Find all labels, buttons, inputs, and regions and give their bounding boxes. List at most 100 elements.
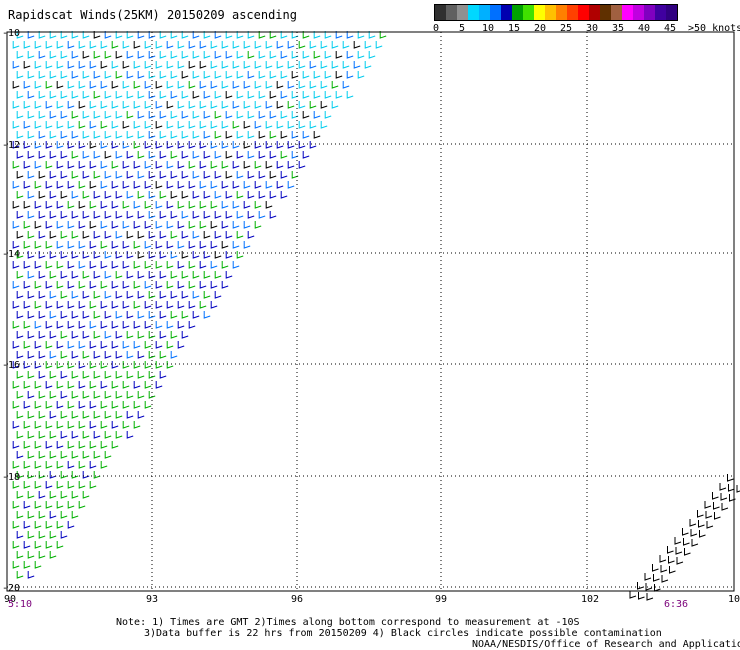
wind-barb bbox=[93, 351, 101, 359]
wind-barb bbox=[298, 41, 306, 49]
wind-barb bbox=[177, 341, 185, 349]
wind-barb bbox=[38, 111, 46, 119]
wind-barb bbox=[181, 31, 189, 39]
wind-barb bbox=[78, 61, 86, 69]
wind-barb bbox=[199, 181, 207, 189]
wind-barb bbox=[159, 311, 167, 319]
wind-barb bbox=[45, 401, 53, 409]
wind-barb bbox=[27, 551, 35, 559]
wind-barb bbox=[203, 211, 211, 219]
wind-barb bbox=[100, 461, 108, 469]
wind-barb bbox=[12, 41, 20, 49]
wind-barb bbox=[27, 231, 35, 239]
wind-barb bbox=[23, 201, 31, 209]
wind-barb bbox=[12, 421, 20, 429]
wind-barb bbox=[49, 391, 57, 399]
wind-barb bbox=[122, 381, 130, 389]
wind-barb bbox=[23, 401, 31, 409]
wind-barb bbox=[49, 211, 57, 219]
wind-barb bbox=[137, 31, 145, 39]
wind-barb bbox=[221, 41, 229, 49]
wind-barb bbox=[16, 311, 24, 319]
wind-barb bbox=[115, 191, 123, 199]
wind-barb bbox=[78, 421, 86, 429]
wind-barb bbox=[111, 321, 119, 329]
wind-barb bbox=[269, 131, 277, 139]
legend-swatch bbox=[479, 5, 490, 20]
wind-barb bbox=[254, 121, 262, 129]
wind-barb bbox=[115, 411, 123, 419]
wind-barb bbox=[243, 141, 251, 149]
wind-barb bbox=[67, 101, 75, 109]
wind-barb bbox=[232, 101, 240, 109]
wind-barb bbox=[320, 101, 328, 109]
wind-barb bbox=[38, 311, 46, 319]
wind-barb bbox=[60, 191, 68, 199]
wind-barb bbox=[122, 261, 130, 269]
legend-swatch bbox=[435, 5, 446, 20]
wind-barb bbox=[148, 391, 156, 399]
wind-barb bbox=[280, 91, 288, 99]
wind-barb bbox=[199, 261, 207, 269]
wind-barb bbox=[60, 311, 68, 319]
wind-barb bbox=[137, 171, 145, 179]
wind-barb bbox=[144, 341, 152, 349]
wind-barb bbox=[144, 61, 152, 69]
wind-barb bbox=[104, 391, 112, 399]
wind-barb bbox=[210, 161, 218, 169]
wind-barb bbox=[82, 431, 90, 439]
wind-barb bbox=[144, 81, 152, 89]
wind-barb bbox=[78, 41, 86, 49]
wind-barb bbox=[181, 311, 189, 319]
legend-label: 45 bbox=[663, 23, 677, 34]
wind-barb bbox=[115, 91, 123, 99]
wind-barb bbox=[71, 271, 79, 279]
wind-barb bbox=[148, 171, 156, 179]
wind-barb bbox=[188, 81, 196, 89]
wind-barb bbox=[214, 231, 222, 239]
wind-barb bbox=[71, 231, 79, 239]
wind-barb bbox=[34, 401, 42, 409]
wind-barb bbox=[177, 201, 185, 209]
legend-swatch bbox=[534, 5, 545, 20]
wind-barb bbox=[100, 221, 108, 229]
wind-barb bbox=[170, 231, 178, 239]
wind-barb bbox=[67, 61, 75, 69]
wind-barb bbox=[155, 61, 163, 69]
wind-barb bbox=[122, 241, 130, 249]
wind-barb bbox=[78, 81, 86, 89]
wind-barb bbox=[144, 41, 152, 49]
wind-barb bbox=[115, 311, 123, 319]
wind-barb bbox=[324, 71, 332, 79]
wind-barb bbox=[56, 241, 64, 249]
wind-barb bbox=[60, 511, 68, 519]
wind-barb bbox=[324, 91, 332, 99]
wind-barb bbox=[45, 121, 53, 129]
wind-barb bbox=[280, 151, 288, 159]
wind-barb bbox=[210, 301, 218, 309]
wind-barb bbox=[27, 391, 35, 399]
wind-barb bbox=[34, 461, 42, 469]
wind-barb bbox=[166, 321, 174, 329]
wind-barb bbox=[23, 361, 31, 369]
wind-barb bbox=[265, 41, 273, 49]
wind-barb bbox=[287, 161, 295, 169]
wind-barb bbox=[155, 161, 163, 169]
wind-barb bbox=[247, 151, 255, 159]
wind-barb bbox=[82, 471, 90, 479]
wind-barb bbox=[16, 391, 24, 399]
y-tick-label: -20 bbox=[2, 583, 20, 594]
wind-barb bbox=[115, 131, 123, 139]
legend-label: 25 bbox=[559, 23, 573, 34]
wind-barb bbox=[331, 81, 339, 89]
wind-barb bbox=[100, 81, 108, 89]
wind-barb bbox=[313, 131, 321, 139]
wind-barb bbox=[45, 281, 53, 289]
wind-barb bbox=[144, 401, 152, 409]
legend-label: 0 bbox=[432, 23, 440, 34]
wind-barb bbox=[82, 371, 90, 379]
wind-barb bbox=[133, 361, 141, 369]
wind-barb bbox=[188, 41, 196, 49]
wind-barb bbox=[144, 301, 152, 309]
wind-barb bbox=[144, 361, 152, 369]
